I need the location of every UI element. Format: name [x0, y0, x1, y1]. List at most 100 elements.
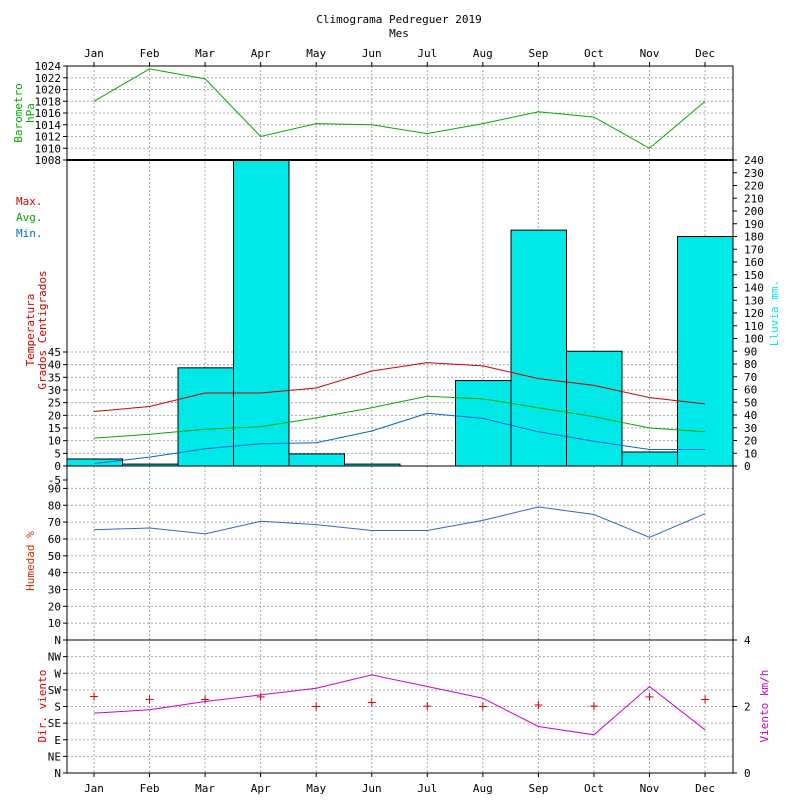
month-label-bottom: Mar: [195, 782, 215, 795]
temp-tick-label: 25: [48, 397, 61, 410]
rain-tick-label: 0: [744, 460, 751, 473]
rain-tick-label: 150: [744, 269, 764, 282]
plot-frame: [66, 65, 734, 774]
baro-tick-label: 1020: [35, 84, 62, 97]
humidity-tick-label: 60: [48, 533, 61, 546]
month-label-bottom: Nov: [640, 782, 660, 795]
month-label-top: Aug: [473, 47, 493, 60]
humidity-axis-label: Humedad %: [24, 531, 37, 591]
wind-dir-tick-label: NW: [48, 651, 62, 664]
legend-entry: Avg.: [16, 211, 43, 224]
wind-speed-tick-label: 2: [744, 701, 751, 714]
month-label-bottom: Sep: [528, 782, 548, 795]
humidity-tick-label: 20: [48, 600, 61, 613]
month-label-top: Jun: [362, 47, 382, 60]
wind-dir-tick-label: W: [54, 667, 61, 680]
legend-entry: Min.: [16, 227, 43, 240]
humidity-line: [93, 506, 706, 538]
wind-speed-tick-label: 4: [744, 634, 751, 647]
temp-axis-label-unit: Grados Centigrados: [36, 270, 49, 389]
month-label-bottom: Dec: [695, 782, 715, 795]
rain-tick-label: 140: [744, 282, 764, 295]
wind-dir-tick-label: SW: [48, 684, 62, 697]
temperature-min-line: [93, 412, 706, 464]
rain-tick-label: 210: [744, 192, 764, 205]
humidity-tick-label: 30: [48, 583, 61, 596]
month-label-bottom: Aug: [473, 782, 493, 795]
month-label-bottom: Jun: [362, 782, 382, 795]
wind-dir-tick-label: E: [54, 734, 61, 747]
rain-tick-label: 30: [744, 422, 757, 435]
rain-bar: [233, 159, 290, 467]
wind-speed-line: [93, 674, 706, 736]
labels: Jan Jan Feb Feb Mar Mar Apr Apr May May Jun Jun Jul J…: [12, 47, 781, 795]
rain-tick-label: 160: [744, 256, 764, 269]
rain-bar: [677, 236, 734, 467]
grid-lines: [67, 66, 733, 774]
baro-tick-label: 1022: [35, 72, 62, 85]
temp-tick-label: 15: [48, 422, 61, 435]
wind-dir-tick-label: SE: [48, 717, 61, 730]
month-label-top: Oct: [584, 47, 604, 60]
rain-tick-label: 90: [744, 345, 757, 358]
month-label-top: Jan: [84, 47, 104, 60]
month-label-bottom: Apr: [251, 782, 271, 795]
barometer-line: [93, 68, 706, 149]
month-label-top: Mar: [195, 47, 215, 60]
rain-tick-label: 230: [744, 167, 764, 180]
baro-tick-label: 1016: [35, 107, 62, 120]
rain-bar: [288, 453, 345, 467]
month-label-bottom: Feb: [140, 782, 160, 795]
month-label-top: Apr: [251, 47, 271, 60]
axes: [63, 62, 737, 777]
temp-tick-label: 40: [48, 359, 61, 372]
rain-tick-label: 50: [744, 396, 757, 409]
rain-bars: [66, 159, 734, 467]
month-label-bottom: Jul: [417, 782, 437, 795]
temperature-max-line: [93, 362, 706, 412]
legend-entry: Max.: [16, 195, 43, 208]
humidity-tick-label: 10: [48, 617, 61, 630]
temp-tick-label: 0: [54, 460, 61, 473]
baro-axis-label: Barometro: [12, 83, 25, 143]
baro-tick-label: 1008: [35, 154, 62, 167]
humidity-tick-label: 40: [48, 567, 61, 580]
rain-tick-label: 40: [744, 409, 757, 422]
rain-tick-label: 70: [744, 371, 757, 384]
baro-tick-label: 1018: [35, 95, 62, 108]
rain-tick-label: 240: [744, 154, 764, 167]
series-lines: [90, 68, 710, 736]
temperature-avg-line: [93, 395, 706, 439]
humidity-tick-label: -5: [48, 474, 61, 487]
wind-dir-tick-label: NE: [48, 750, 61, 763]
humidity-tick-label: 90: [48, 482, 61, 495]
month-label-bottom: Jan: [84, 782, 104, 795]
temp-tick-label: 45: [48, 346, 61, 359]
rain-tick-label: 220: [744, 180, 764, 193]
month-label-bottom: Oct: [584, 782, 604, 795]
baro-tick-label: 1012: [35, 131, 62, 144]
rain-tick-label: 120: [744, 307, 764, 320]
rain-axis-label: Lluvia mm.: [768, 280, 781, 346]
temp-tick-label: 5: [54, 447, 61, 460]
rain-bar: [566, 350, 623, 467]
month-label-bottom: May: [306, 782, 326, 795]
rain-tick-label: 190: [744, 218, 764, 231]
wind-dir-tick-label: S: [54, 701, 61, 714]
chart-subtitle: Mes: [389, 27, 409, 40]
rain-bar: [510, 229, 567, 467]
wind-speed-tick-label: 0: [744, 767, 751, 780]
baro-tick-label: 1014: [35, 119, 62, 132]
month-label-top: Sep: [528, 47, 548, 60]
temp-tick-label: 10: [48, 435, 61, 448]
rain-tick-label: 170: [744, 243, 764, 256]
rain-tick-label: 10: [744, 447, 757, 460]
month-label-top: May: [306, 47, 326, 60]
humidity-tick-label: 70: [48, 516, 61, 529]
humidity-tick-label: 80: [48, 499, 61, 512]
rain-tick-label: 80: [744, 358, 757, 371]
rain-tick-label: 200: [744, 205, 764, 218]
humidity-tick-label: 50: [48, 550, 61, 563]
wind-speed-axis-label: Viento km/h: [758, 670, 771, 743]
